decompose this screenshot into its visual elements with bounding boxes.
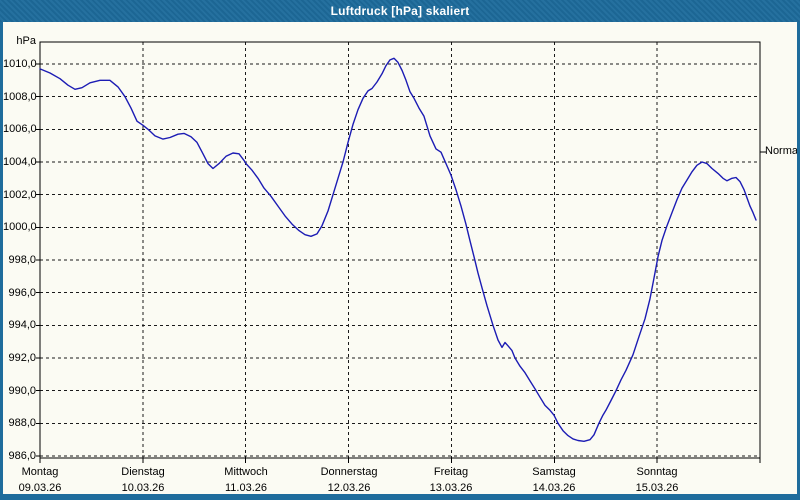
normal-pressure-marker-label: Normal <box>765 145 797 157</box>
plot-border <box>39 41 761 459</box>
y-tick-label: 1008,0 <box>3 91 37 103</box>
y-tick-label: 988,0 <box>8 417 36 429</box>
pressure-line-chart <box>36 41 766 463</box>
x-date-label: 14.03.26 <box>532 482 576 494</box>
x-day-label: Montag <box>21 466 59 478</box>
y-tick-label: 986,0 <box>8 450 36 462</box>
x-date-label: 10.03.26 <box>121 482 165 494</box>
y-tick-label: 994,0 <box>8 319 36 331</box>
x-date-label: 09.03.26 <box>18 482 62 494</box>
x-day-label: Sonntag <box>636 466 678 478</box>
chart-area: hPa 1010,0 1008,0 1006,0 1004,0 1002,0 1… <box>3 22 797 494</box>
x-date-label: 11.03.26 <box>224 482 267 494</box>
y-axis-unit-label: hPa <box>16 35 36 47</box>
x-day-label: Donnerstag <box>320 466 378 478</box>
y-tick-label: 1002,0 <box>3 189 37 201</box>
y-tick-label: 1000,0 <box>3 221 37 233</box>
x-day-label: Mittwoch <box>224 466 268 478</box>
title-bar: Luftdruck [hPa] skaliert <box>0 0 800 22</box>
y-tick-label: 1010,0 <box>3 58 37 70</box>
y-tick-label: 1006,0 <box>3 123 37 135</box>
x-date-label: 13.03.26 <box>429 482 473 494</box>
pressure-curve <box>39 57 757 442</box>
y-tick-label: 992,0 <box>8 352 36 364</box>
horizontal-gridlines <box>40 63 760 457</box>
x-day-label: Freitag <box>433 466 469 478</box>
y-tick-label: 998,0 <box>8 254 36 266</box>
vertical-gridlines <box>142 42 658 458</box>
x-date-label: 12.03.26 <box>327 482 371 494</box>
y-tick-label: 990,0 <box>8 385 36 397</box>
x-date-label: 15.03.26 <box>635 482 679 494</box>
axis-ticks <box>36 63 766 463</box>
y-tick-label: 996,0 <box>8 287 36 299</box>
x-day-label: Dienstag <box>121 466 165 478</box>
x-day-label: Samstag <box>532 466 576 478</box>
window-title: Luftdruck [hPa] skaliert <box>330 4 470 18</box>
y-tick-label: 1004,0 <box>3 156 37 168</box>
